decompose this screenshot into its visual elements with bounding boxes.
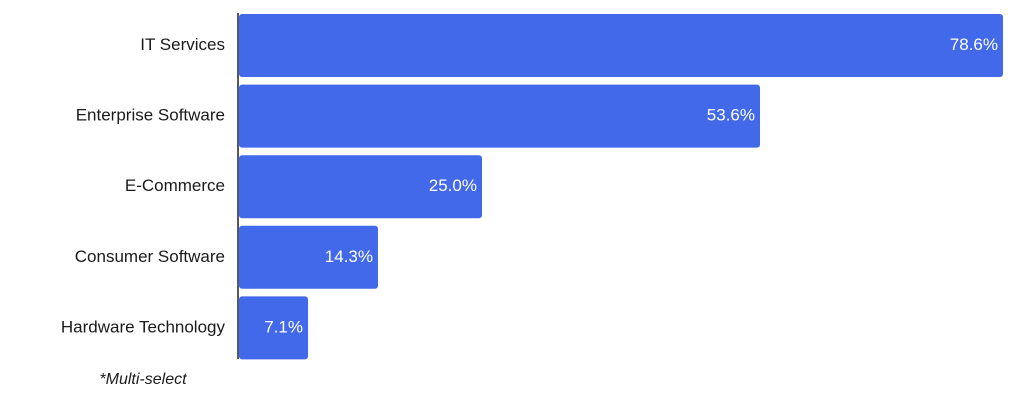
value-label: 25.0%: [429, 176, 477, 195]
category-label: E-Commerce: [125, 176, 225, 195]
category-label: IT Services: [140, 35, 225, 54]
footnote: *Multi-select: [99, 371, 187, 388]
bar: [239, 14, 1003, 77]
value-label: 14.3%: [325, 247, 373, 266]
bar: [239, 84, 760, 148]
value-label: 7.1%: [264, 317, 303, 336]
value-label: 78.6%: [950, 35, 998, 54]
bar: [239, 296, 309, 360]
value-label: 53.6%: [707, 106, 755, 125]
bar: [239, 155, 483, 219]
category-label: Consumer Software: [75, 247, 225, 266]
bar: [239, 225, 378, 289]
category-label: Hardware Technology: [61, 317, 226, 336]
category-label: Enterprise Software: [76, 106, 225, 125]
